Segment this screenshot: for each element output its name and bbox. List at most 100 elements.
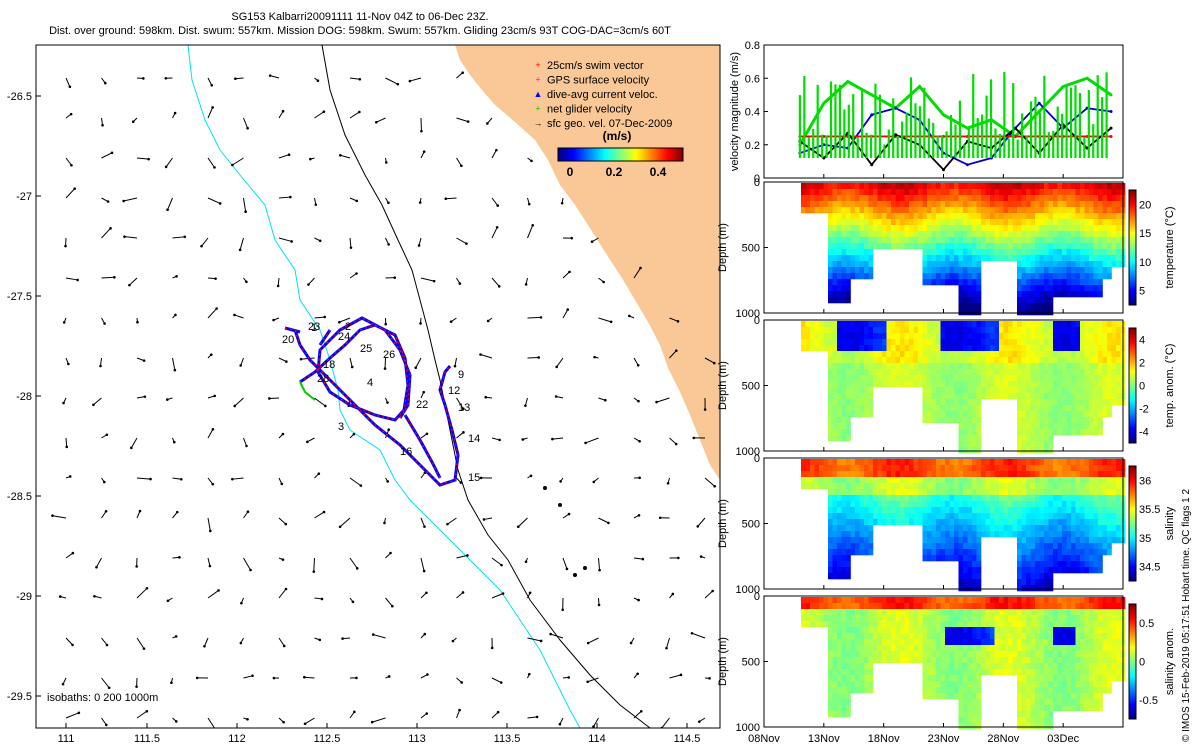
heatmap-cell — [1030, 207, 1036, 214]
heatmap-y-tick-label: 0 — [754, 177, 760, 189]
heatmap-cell — [1098, 369, 1103, 376]
heatmap-cell — [967, 681, 973, 688]
heatmap-cell — [1039, 231, 1045, 238]
heatmap-cell — [1030, 249, 1036, 256]
vector-arrow-head — [209, 353, 213, 356]
heatmap-cell — [967, 471, 973, 478]
vector-arrow-head — [105, 433, 109, 437]
heatmap-cell — [945, 363, 950, 370]
heatmap-cell — [895, 345, 901, 352]
heatmap-cell — [832, 423, 838, 430]
heatmap-cell — [846, 633, 851, 640]
heatmap-cell — [963, 327, 968, 334]
heatmap-cell — [994, 657, 1000, 664]
heatmap-cell — [1021, 357, 1027, 364]
heatmap-cell — [967, 633, 973, 640]
heatmap-cell — [922, 693, 928, 700]
vector-arrow-head — [143, 395, 147, 398]
heatmap-cell — [1075, 231, 1081, 238]
heatmap-cell — [1084, 543, 1090, 550]
heatmap-cell — [927, 357, 932, 364]
heatmap-cell — [1026, 309, 1031, 316]
heatmap-cell — [976, 555, 982, 562]
heatmap-cell — [832, 207, 838, 214]
heatmap-cell — [868, 531, 874, 538]
heatmap-cell — [1012, 339, 1018, 346]
heatmap-cell — [1093, 267, 1099, 274]
vector-arrow-head — [658, 516, 662, 520]
velocity-data-point — [965, 163, 969, 167]
heatmap-cell — [1017, 417, 1022, 424]
heatmap-cell — [859, 399, 865, 406]
heatmap-cell — [963, 597, 968, 604]
heatmap-cell — [1026, 543, 1031, 550]
vector-arrow — [456, 592, 464, 599]
heatmap-cell — [837, 597, 842, 604]
heatmap-cell — [976, 213, 982, 220]
heatmap-cell — [954, 687, 959, 694]
heatmap-cell — [1093, 555, 1099, 562]
vector-arrow — [304, 717, 315, 725]
heatmap-cell — [882, 201, 887, 208]
heatmap-cell — [828, 195, 833, 202]
heatmap-cell — [900, 357, 905, 364]
heatmap-cell — [958, 615, 964, 622]
heatmap-cell — [931, 225, 937, 232]
heatmap-cell — [945, 645, 950, 652]
vector-arrow-head — [524, 283, 528, 286]
heatmap-cell — [859, 675, 865, 682]
heatmap-cell — [886, 477, 892, 484]
heatmap-cell — [1066, 429, 1072, 436]
heatmap-cell — [823, 471, 829, 478]
vector-arrow-head — [387, 243, 390, 246]
vector-arrow-head — [712, 361, 716, 365]
heatmap-cell — [922, 477, 928, 484]
heatmap-cell — [1089, 483, 1094, 490]
heatmap-cell — [1003, 651, 1009, 658]
heatmap-cell — [1048, 273, 1054, 280]
heatmap-cell — [1075, 207, 1081, 214]
heatmap-cell — [963, 225, 968, 232]
heatmap-cell — [850, 357, 856, 364]
heatmap-cell — [1008, 609, 1013, 616]
heatmap-cell — [972, 201, 977, 208]
heatmap-cell — [922, 333, 928, 340]
heatmap-y-tick-label: 1000 — [736, 584, 760, 596]
heatmap-cell — [1035, 369, 1040, 376]
heatmap-cell — [850, 243, 856, 250]
heatmap-cell — [927, 543, 932, 550]
island — [543, 486, 547, 490]
heatmap-cell — [1062, 183, 1067, 190]
heatmap-cell — [1035, 207, 1040, 214]
heatmap-cell — [958, 423, 964, 430]
vector-arrow — [456, 117, 469, 123]
heatmap-cell — [1107, 327, 1112, 334]
heatmap-cell — [1080, 285, 1085, 292]
heatmap-cell — [837, 501, 842, 508]
heatmap-cell — [1039, 519, 1045, 526]
heatmap-cell — [1021, 213, 1027, 220]
heatmap-cell — [927, 639, 932, 646]
heatmap-cell — [886, 369, 892, 376]
heatmap-cell — [1053, 339, 1058, 346]
heatmap-cell — [1044, 447, 1049, 454]
heatmap-cell — [918, 519, 923, 526]
heatmap-cell — [927, 471, 932, 478]
vector-arrow — [704, 357, 715, 364]
heatmap-cell — [828, 699, 833, 706]
heatmap-cell — [864, 669, 869, 676]
heatmap-cell — [1039, 279, 1045, 286]
heatmap-cell — [931, 369, 937, 376]
vector-arrow-head — [551, 437, 554, 441]
vector-arrow-head — [590, 240, 594, 243]
heatmap-cell — [940, 279, 946, 286]
heatmap-cell — [828, 597, 833, 604]
heatmap-cell — [931, 237, 937, 244]
heatmap-cell — [1116, 213, 1121, 220]
heatmap-cell — [1003, 357, 1009, 364]
heatmap-cell — [1116, 369, 1121, 376]
heatmap-cell — [918, 225, 923, 232]
heatmap-cell — [1075, 423, 1081, 430]
heatmap-cell — [990, 501, 995, 508]
heatmap-cell — [1021, 411, 1027, 418]
